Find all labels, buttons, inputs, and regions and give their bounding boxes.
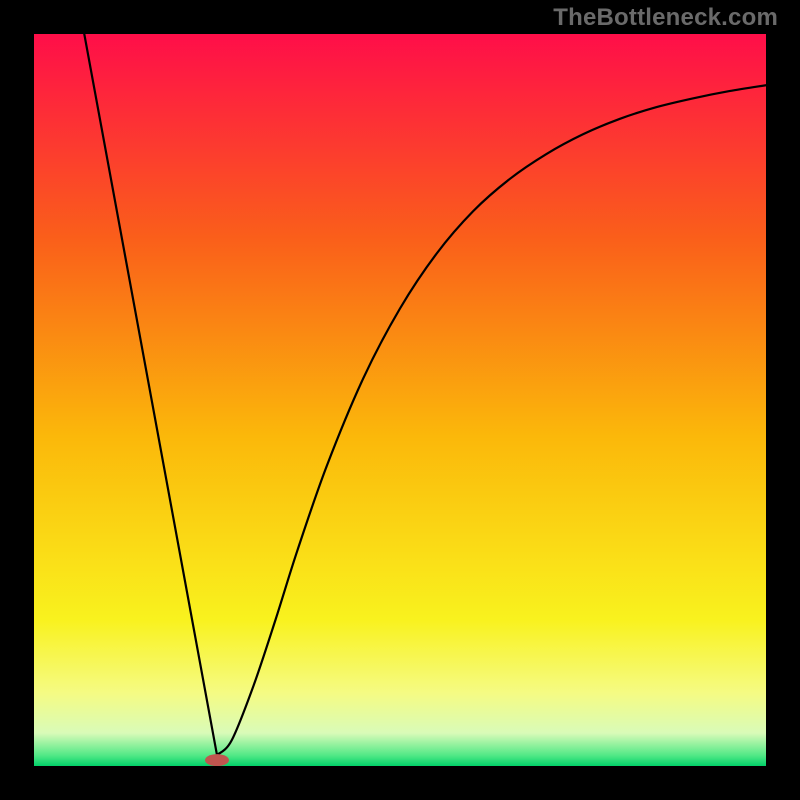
bottleneck-chart — [0, 0, 800, 800]
chart-frame: TheBottleneck.com — [0, 0, 800, 800]
optimal-marker — [205, 754, 229, 766]
watermark-text: TheBottleneck.com — [553, 4, 778, 32]
plot-background-gradient — [34, 34, 766, 766]
